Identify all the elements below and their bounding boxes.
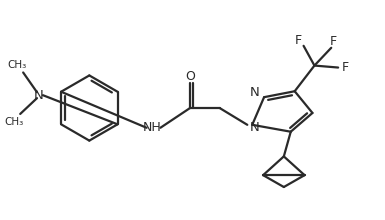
Text: NH: NH bbox=[143, 121, 162, 134]
Text: F: F bbox=[295, 34, 302, 47]
Text: CH₃: CH₃ bbox=[8, 60, 27, 70]
Text: F: F bbox=[341, 61, 348, 74]
Text: N: N bbox=[249, 86, 259, 99]
Text: N: N bbox=[249, 121, 259, 134]
Text: O: O bbox=[185, 70, 195, 83]
Text: N: N bbox=[34, 89, 44, 102]
Text: F: F bbox=[330, 35, 337, 48]
Text: CH₃: CH₃ bbox=[5, 117, 24, 127]
